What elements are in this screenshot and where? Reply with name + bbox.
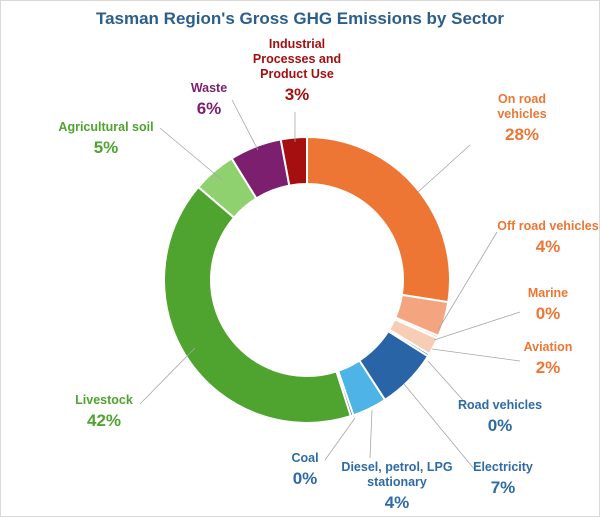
slice-value-road-vehicles: 0% <box>488 416 513 435</box>
slice-label-industrial-processes-and-product-use: Processes and <box>253 52 341 66</box>
slice-label-on-road-vehicles: On road <box>498 92 546 106</box>
slice-label-diesel-petrol-lpg-stationary: stationary <box>367 475 427 489</box>
leader-line-electricity <box>403 383 476 471</box>
slice-label-marine: Marine <box>528 286 568 300</box>
slice-label-waste: Waste <box>191 81 227 95</box>
leader-line-off-road-vehicles <box>437 231 498 331</box>
slice-value-diesel-petrol-lpg-stationary: 4% <box>385 493 410 512</box>
slice-industrial-processes-and-product-use <box>279 135 308 187</box>
slice-value-marine: 0% <box>536 304 561 323</box>
slice-value-waste: 6% <box>197 99 222 118</box>
slice-value-coal: 0% <box>293 469 318 488</box>
leader-line-livestock <box>139 347 196 405</box>
slice-label-industrial-processes-and-product-use: Industrial <box>269 37 325 51</box>
leader-line-waste <box>231 99 259 151</box>
slice-label-road-vehicles: Road vehicles <box>458 398 542 412</box>
slice-label-electricity: Electricity <box>473 460 533 474</box>
slice-value-livestock: 42% <box>87 411 121 430</box>
slice-livestock <box>163 185 353 424</box>
slice-label-agricultural-soil: Agricultural soil <box>58 120 153 134</box>
leader-line-marine <box>433 311 521 341</box>
slice-label-industrial-processes-and-product-use: Product Use <box>260 67 334 81</box>
slice-value-off-road-vehicles: 4% <box>536 237 561 256</box>
leader-line-coal <box>324 417 356 461</box>
slice-label-on-road-vehicles: vehicles <box>497 107 546 121</box>
slice-label-livestock: Livestock <box>75 393 133 407</box>
slice-label-aviation: Aviation <box>524 340 573 354</box>
slice-value-industrial-processes-and-product-use: 3% <box>285 85 310 104</box>
slice-value-on-road-vehicles: 28% <box>505 125 539 144</box>
slice-label-off-road-vehicles: Off road vehicles <box>497 219 598 233</box>
leader-line-on-road-vehicles <box>417 144 471 193</box>
slice-value-electricity: 7% <box>491 478 516 497</box>
slice-on-road-vehicles <box>306 135 451 304</box>
slice-value-agricultural-soil: 5% <box>94 138 119 157</box>
slice-value-aviation: 2% <box>536 358 561 377</box>
leader-line-agricultural-soil <box>159 127 223 181</box>
chart-title: Tasman Region's Gross GHG Emissions by S… <box>95 9 505 28</box>
slice-label-diesel-petrol-lpg-stationary: Diesel, petrol, LPG <box>341 460 452 474</box>
slice-label-coal: Coal <box>291 451 318 465</box>
leader-line-diesel-petrol-lpg-stationary <box>369 409 373 459</box>
leader-line-aviation <box>431 348 521 362</box>
leader-line-road-vehicles <box>427 360 471 409</box>
